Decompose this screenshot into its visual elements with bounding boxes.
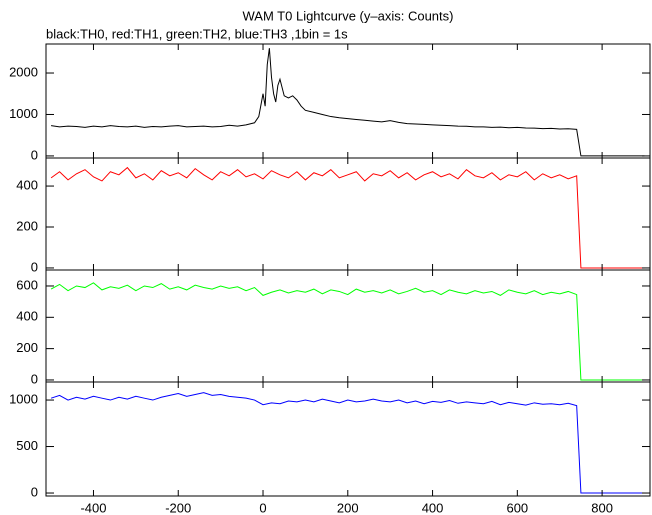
- panel-frame: [45, 269, 651, 383]
- y-tick-label: 0: [31, 147, 38, 162]
- y-tick-label: 200: [16, 218, 38, 233]
- x-tick-label: 600: [506, 500, 528, 515]
- light-curve: [50, 392, 645, 494]
- y-tick-label: 600: [16, 277, 38, 292]
- panel-frame: [45, 43, 651, 159]
- y-tick-label: 0: [31, 259, 38, 274]
- x-tick-label: 0: [259, 500, 266, 515]
- y-tick-label: 200: [16, 340, 38, 355]
- x-tick-label: -400: [80, 500, 106, 515]
- y-tick-label: 400: [16, 309, 38, 324]
- panel-frame: [45, 381, 651, 497]
- x-tick-label: 400: [422, 500, 444, 515]
- light-curve: [50, 282, 645, 381]
- x-tick-label: 800: [591, 500, 613, 515]
- x-tick-label: 200: [337, 500, 359, 515]
- light-curve: [50, 166, 645, 269]
- light-curve: [51, 48, 645, 157]
- y-tick-label: 1000: [9, 106, 38, 121]
- y-tick-label: 0: [31, 484, 38, 499]
- x-tick-label: -200: [165, 500, 191, 515]
- y-tick-label: 2000: [9, 64, 38, 79]
- y-tick-label: 1000: [9, 391, 38, 406]
- y-tick-label: 500: [16, 438, 38, 453]
- chart-subtitle: black:TH0, red:TH1, green:TH2, blue:TH3 …: [46, 26, 348, 41]
- chart-title: WAM T0 Lightcurve (y–axis: Counts): [243, 8, 454, 23]
- y-tick-label: 0: [31, 371, 38, 386]
- y-tick-label: 400: [16, 177, 38, 192]
